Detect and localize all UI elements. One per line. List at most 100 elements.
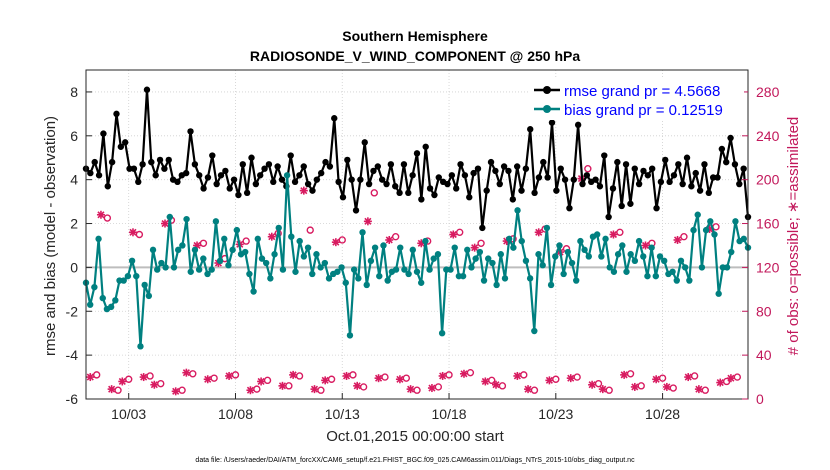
obs-possible-marker: [530, 386, 539, 394]
rmse-point: [235, 191, 242, 199]
rmse-point: [344, 156, 351, 164]
bias-point: [401, 266, 408, 273]
obs-assimilated-marker: [278, 381, 287, 390]
bias-point: [233, 226, 241, 234]
obs-assimilated-marker: [630, 382, 639, 391]
obs-assimilated-stroke: [385, 236, 393, 244]
obs-assimilated-stroke: [204, 375, 212, 383]
rmse-point: [392, 183, 399, 190]
obs-assimilated-marker: [96, 210, 105, 219]
rmse-point: [531, 189, 538, 197]
bias-point: [661, 257, 668, 265]
rmse-point: [413, 150, 421, 157]
obs-possible-marker: [263, 376, 272, 385]
obs-assimilated-marker: [363, 217, 372, 226]
bias-point: [112, 297, 119, 304]
rmse-point: [335, 178, 342, 186]
rmse-point: [527, 126, 534, 133]
bias-point: [275, 224, 282, 232]
bias-point: [468, 264, 475, 271]
obs-assimilated-marker: [246, 386, 255, 395]
obs-assimilated-stroke: [257, 377, 265, 386]
obs-possible-marker: [520, 371, 528, 379]
bias-point: [95, 235, 102, 243]
obs-possible-marker: [210, 374, 218, 382]
bias-point: [187, 268, 194, 275]
obs-assimilated-marker: [321, 376, 330, 385]
obs-assimilated-stroke: [609, 230, 618, 239]
rmse-point: [117, 143, 125, 150]
x-tick-label: 10/18: [432, 406, 467, 422]
rmse-point: [291, 178, 299, 186]
rmse-point: [95, 172, 103, 179]
rmse-point: [121, 139, 129, 146]
obs-assimilated-stroke: [567, 374, 575, 382]
rmse-point: [200, 185, 207, 192]
obs-possible-marker: [690, 372, 699, 380]
obs-assimilated-stroke: [268, 233, 276, 241]
rmse-point: [287, 152, 294, 159]
rmse-point: [444, 180, 451, 188]
rmse-point: [496, 180, 503, 188]
obs-possible-marker: [637, 382, 645, 390]
rmse-point: [217, 172, 225, 179]
rmse-point: [579, 180, 586, 188]
rmse-point: [518, 187, 525, 194]
obs-assimilated-marker: [694, 385, 703, 394]
obs-possible-marker: [413, 386, 421, 394]
rmse-point: [431, 191, 438, 199]
obs-possible-marker: [658, 374, 667, 382]
bias-point: [200, 255, 207, 262]
rmse-point: [357, 176, 364, 183]
right-tick-label: 200: [756, 172, 780, 188]
obs-possible-marker: [306, 226, 314, 234]
rmse-point: [296, 172, 303, 179]
obs-possible-marker: [199, 239, 208, 247]
rmse-point: [535, 174, 543, 181]
obs-assimilated-stroke: [449, 230, 457, 239]
obs-assimilated-stroke: [620, 371, 628, 379]
rmse-point: [165, 156, 172, 164]
rmse-point: [705, 189, 713, 197]
obs-possible-marker: [317, 386, 325, 394]
footnote: data file: /Users/raeder/DAI/ATM_forcXX/…: [195, 457, 635, 464]
bias-point: [86, 301, 94, 308]
rmse-point: [714, 174, 721, 181]
obs-assimilated-stroke: [129, 228, 137, 236]
bias-point: [606, 264, 613, 271]
rmse-point: [466, 194, 473, 201]
bias-point: [627, 251, 634, 258]
rmse-point: [548, 119, 556, 126]
bias-point: [560, 270, 567, 278]
obs-assimilated-stroke: [161, 219, 169, 228]
bias-point: [288, 233, 295, 240]
obs-possible-marker: [733, 373, 742, 381]
rmse-point: [418, 196, 425, 203]
obs-assimilated-stroke: [599, 385, 607, 393]
obs-assimilated-stroke: [535, 228, 543, 236]
obs-assimilated-stroke: [364, 217, 372, 225]
rmse-point: [135, 178, 142, 186]
left-tick-label: 6: [70, 128, 78, 144]
obs-assimilated-stroke: [545, 376, 553, 384]
obs-assimilated-stroke: [492, 381, 500, 389]
rmse-point: [161, 165, 168, 172]
obs-assimilated-marker: [118, 377, 127, 386]
bias-point: [149, 246, 157, 254]
obs-assimilated-marker: [684, 373, 693, 382]
rmse-point: [522, 165, 530, 172]
bias-point: [170, 264, 178, 271]
rmse-point: [448, 172, 456, 179]
rmse-point: [239, 161, 246, 168]
obs-assimilated-stroke: [172, 387, 180, 395]
bias-point: [413, 268, 421, 275]
obs-assimilated-marker: [139, 373, 148, 382]
obs-assimilated-stroke: [695, 385, 703, 393]
rmse-point: [479, 224, 486, 232]
obs-assimilated-stroke: [652, 375, 660, 383]
obs-possible-marker: [327, 375, 336, 383]
obs-assimilated-stroke: [310, 385, 319, 393]
bias-point: [212, 218, 220, 225]
obs-assimilated-marker: [492, 380, 501, 389]
chart-subtitle: RADIOSONDE_V_WIND_COMPONENT @ 250 hPa: [250, 48, 580, 64]
